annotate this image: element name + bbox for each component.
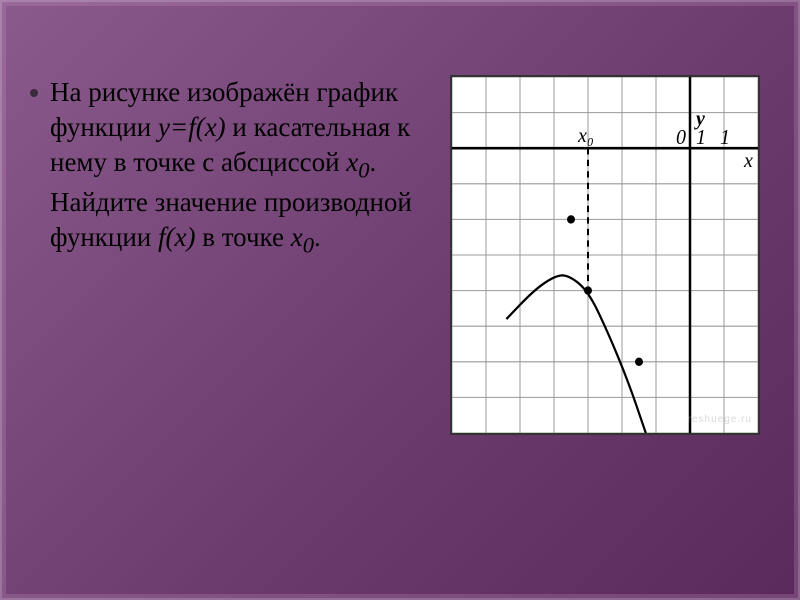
var-x0: x0: [291, 222, 314, 252]
watermark: reshuege.ru: [688, 414, 752, 425]
problem-text-block: На рисунке изображён график функции y=f(…: [30, 75, 420, 260]
svg-text:0: 0: [676, 127, 686, 149]
problem-paragraph: На рисунке изображён график функции y=f(…: [50, 75, 420, 260]
var-x0: x0: [346, 147, 369, 177]
formula-yfx: y=f(x): [158, 112, 226, 142]
graph-svg: yx110x₀: [452, 77, 758, 433]
svg-text:x: x: [743, 150, 753, 172]
bullet-icon: [30, 89, 38, 97]
slide-background: На рисунке изображён график функции y=f(…: [0, 0, 800, 600]
svg-text:1: 1: [696, 127, 706, 149]
text: .: [314, 222, 321, 252]
svg-text:1: 1: [720, 127, 730, 149]
formula-fx: f(x): [158, 222, 195, 252]
svg-text:x₀: x₀: [577, 125, 594, 147]
text: в точке: [195, 222, 290, 252]
function-graph: yx110x₀: [450, 75, 760, 435]
